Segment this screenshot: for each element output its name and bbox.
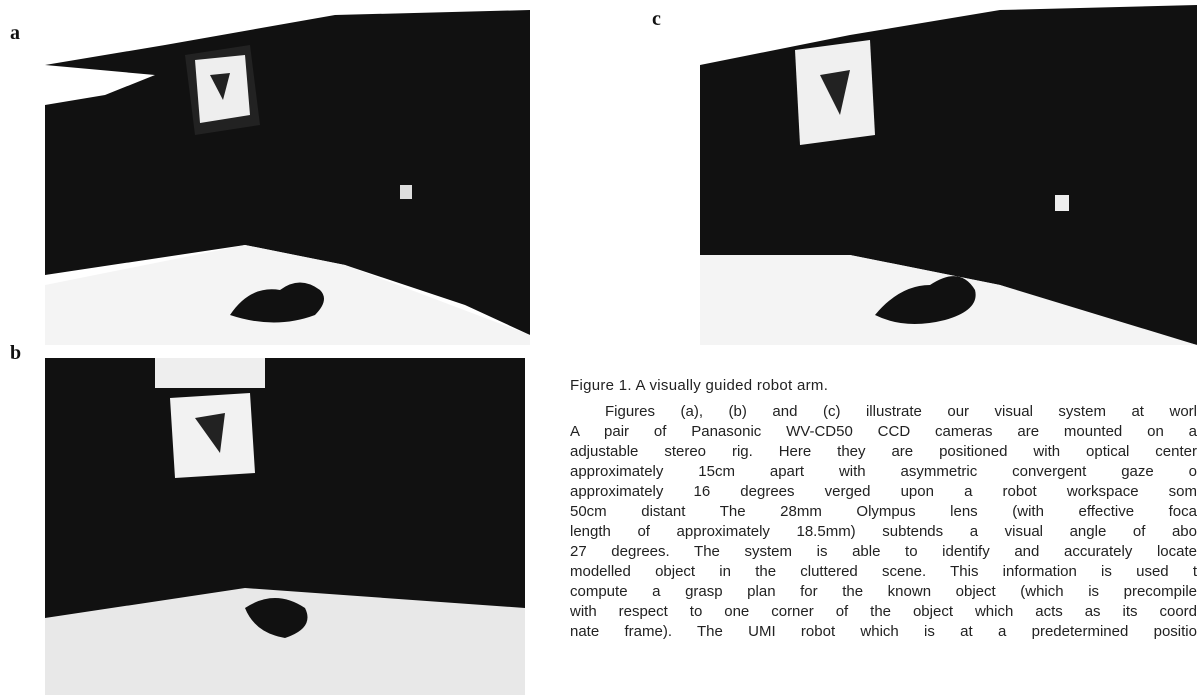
figure-description: Figures (a), (b) and (c) illustrate our … — [570, 402, 1197, 642]
text-line: 27 degrees. The system is able to identi… — [570, 542, 1197, 562]
text-line: Figures (a), (b) and (c) illustrate our … — [570, 402, 1197, 422]
text-line: adjustable stereo rig. Here they are pos… — [570, 442, 1197, 462]
panel-label: a — [10, 22, 20, 45]
text-line: approximately 16 degrees verged upon a r… — [570, 482, 1197, 502]
photo-c — [700, 5, 1197, 345]
text-line: modelled object in the cluttered scene. … — [570, 562, 1197, 582]
text-line: approximately 15cm apart with asymmetric… — [570, 462, 1197, 482]
page: a b c Figure 1. A visually guided robot … — [0, 0, 1197, 695]
figure-caption: Figure 1. A visually guided robot arm. — [570, 377, 828, 394]
text-line: A pair of Panasonic WV-CD50 CCD cameras … — [570, 422, 1197, 442]
text-line: nate frame). The UMI robot which is at a… — [570, 622, 1197, 642]
text-line: length of approximately 18.5mm) subtends… — [570, 522, 1197, 542]
text-line: with respect to one corner of the object… — [570, 602, 1197, 622]
photo-b — [45, 358, 525, 695]
panel-label: c — [652, 8, 661, 31]
text-line: 50cm distant The 28mm Olympus lens (with… — [570, 502, 1197, 522]
panel-label: b — [10, 342, 21, 365]
photo-a — [45, 5, 530, 345]
text-line: compute a grasp plan for the known objec… — [570, 582, 1197, 602]
